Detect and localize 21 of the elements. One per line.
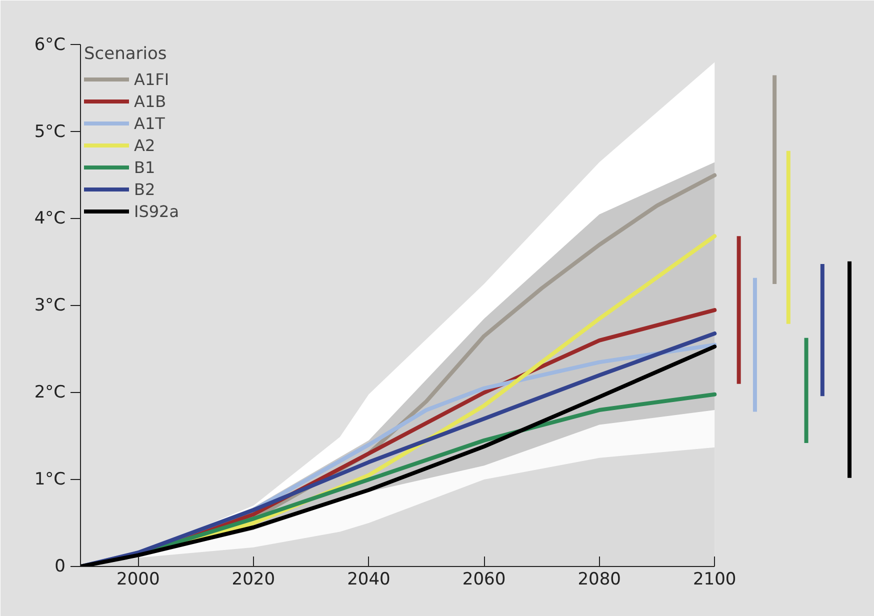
y-tick-label: 3°C bbox=[34, 296, 66, 316]
legend-label: A1T bbox=[134, 114, 165, 132]
y-tick-label: 0 bbox=[54, 556, 66, 576]
x-tick-label: 2020 bbox=[232, 570, 276, 590]
x-tick-label: 2000 bbox=[116, 570, 160, 590]
x-tick-label: 2100 bbox=[692, 570, 736, 590]
y-tick-label: 6°C bbox=[34, 34, 66, 55]
y-tick-label: 4°C bbox=[34, 208, 66, 229]
x-tick-label: 2040 bbox=[347, 570, 390, 590]
legend-label: B1 bbox=[134, 158, 156, 176]
y-tick-label: 2°C bbox=[34, 382, 66, 403]
y-tick-label: 1°C bbox=[34, 470, 66, 490]
x-tick-label: 2080 bbox=[578, 570, 621, 590]
legend-label: A1B bbox=[134, 92, 166, 110]
legend-title: Scenarios bbox=[84, 44, 168, 64]
y-tick-label: 5°C bbox=[34, 122, 66, 142]
x-tick-label: 2060 bbox=[462, 570, 506, 590]
legend-label: IS92a bbox=[134, 202, 180, 220]
legend-label: A2 bbox=[134, 136, 156, 154]
legend-label: A1FI bbox=[134, 70, 170, 88]
legend-label: B2 bbox=[134, 180, 156, 198]
